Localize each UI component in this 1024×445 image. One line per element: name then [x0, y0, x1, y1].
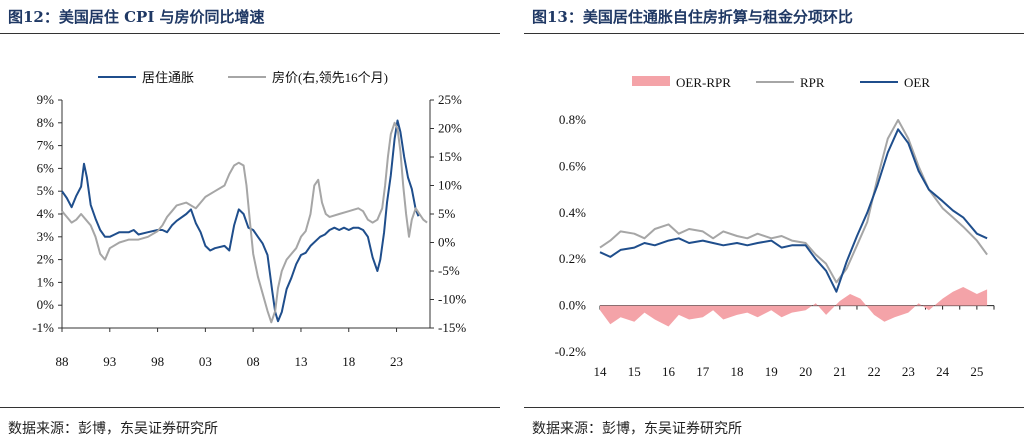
x-tick-label: 25 — [970, 364, 983, 379]
x-tick-label: 23 — [902, 364, 915, 379]
y-left-tick-label: 2% — [37, 252, 55, 267]
right-bottom-rule — [524, 407, 1024, 408]
legend-label: RPR — [800, 75, 825, 90]
x-tick-label: 88 — [56, 354, 69, 369]
legend-label: 居住通胀 — [142, 70, 194, 85]
left-source-note: 数据来源：彭博，东吴证券研究所 — [8, 421, 218, 437]
y-tick-label: 0.8% — [559, 112, 586, 127]
y-tick-label: 0.2% — [559, 251, 586, 266]
x-tick-label: 98 — [151, 354, 164, 369]
series-area-oer-rpr — [600, 287, 988, 327]
y-right-tick-label: -15% — [438, 320, 466, 335]
x-tick-label: 21 — [833, 364, 846, 379]
legend-swatch — [632, 76, 670, 86]
right-chart-title: 图13：美国居住通胀自住房折算与租金分项环比 — [532, 8, 853, 26]
x-tick-label: 16 — [662, 364, 676, 379]
series-line-shelter-inflation — [61, 119, 420, 323]
x-tick-label: 93 — [103, 354, 116, 369]
right-top-rule — [524, 33, 1024, 34]
x-tick-label: 20 — [799, 364, 812, 379]
y-tick-label: 0.6% — [559, 158, 586, 173]
y-tick-label: 0.0% — [559, 298, 586, 313]
x-tick-label: 13 — [294, 354, 307, 369]
y-left-tick-label: 9% — [37, 92, 55, 107]
x-tick-label: 03 — [199, 354, 212, 369]
x-tick-label: 08 — [247, 354, 260, 369]
left-chart: 9% 8% 7% 6% 5% 4% 3% 2% 1% 0% -1% 25% 20% 15% 10% 5% 0% -… — [32, 70, 466, 369]
left-bottom-rule — [0, 407, 500, 408]
y-right-tick-label: 0% — [438, 235, 456, 250]
y-right-tick-label: 10% — [438, 178, 462, 193]
y-left-tick-label: 4% — [37, 206, 55, 221]
series-line-rpr — [599, 119, 988, 284]
right-chart: 0.8% 0.6% 0.4% 0.2% 0.0% -0.2% 14 15 16 17 18 19 20 2… — [555, 75, 995, 379]
left-top-rule — [0, 33, 500, 34]
left-panel: 图12：美国居住 CPI 与房价同比增速 9% 8% 7% 6% 5% 4% 3% 2% 1% 0… — [0, 0, 500, 445]
x-tick-label: 15 — [628, 364, 641, 379]
series-line-house-price — [61, 121, 428, 324]
legend-label: OER-RPR — [676, 75, 731, 90]
x-tick-label: 14 — [594, 364, 608, 379]
y-right-tick-label: 25% — [438, 92, 462, 107]
x-tick-label: 24 — [936, 364, 950, 379]
y-left-tick-label: 8% — [37, 115, 55, 130]
y-right-tick-label: 5% — [438, 206, 456, 221]
left-chart-title: 图12：美国居住 CPI 与房价同比增速 — [8, 8, 265, 26]
right-panel: 图13：美国居住通胀自住房折算与租金分项环比 0.8% 0.6% 0.4% 0.2% 0… — [524, 0, 1024, 445]
y-tick-label: -0.2% — [555, 344, 587, 359]
y-left-tick-label: 3% — [37, 229, 55, 244]
y-left-tick-label: -1% — [32, 320, 54, 335]
legend-label: OER — [904, 75, 930, 90]
y-right-tick-label: -10% — [438, 292, 466, 307]
y-left-tick-label: 6% — [37, 160, 55, 175]
y-tick-label: 0.4% — [559, 205, 586, 220]
x-tick-label: 18 — [731, 364, 744, 379]
x-tick-label: 22 — [868, 364, 881, 379]
series-line-oer — [599, 128, 988, 293]
x-tick-label: 17 — [696, 364, 710, 379]
y-left-tick-label: 5% — [37, 183, 55, 198]
x-tick-label: 19 — [765, 364, 778, 379]
y-right-tick-label: 20% — [438, 121, 462, 136]
y-left-tick-label: 7% — [37, 138, 55, 153]
y-right-tick-label: -5% — [438, 263, 460, 278]
x-tick-label: 23 — [390, 354, 403, 369]
y-left-tick-label: 0% — [37, 297, 55, 312]
right-source-note: 数据来源：彭博，东吴证券研究所 — [532, 421, 742, 437]
legend-label: 房价(右,领先16个月) — [272, 70, 388, 85]
y-left-tick-label: 1% — [37, 274, 55, 289]
x-tick-label: 18 — [342, 354, 355, 369]
y-right-tick-label: 15% — [438, 149, 462, 164]
